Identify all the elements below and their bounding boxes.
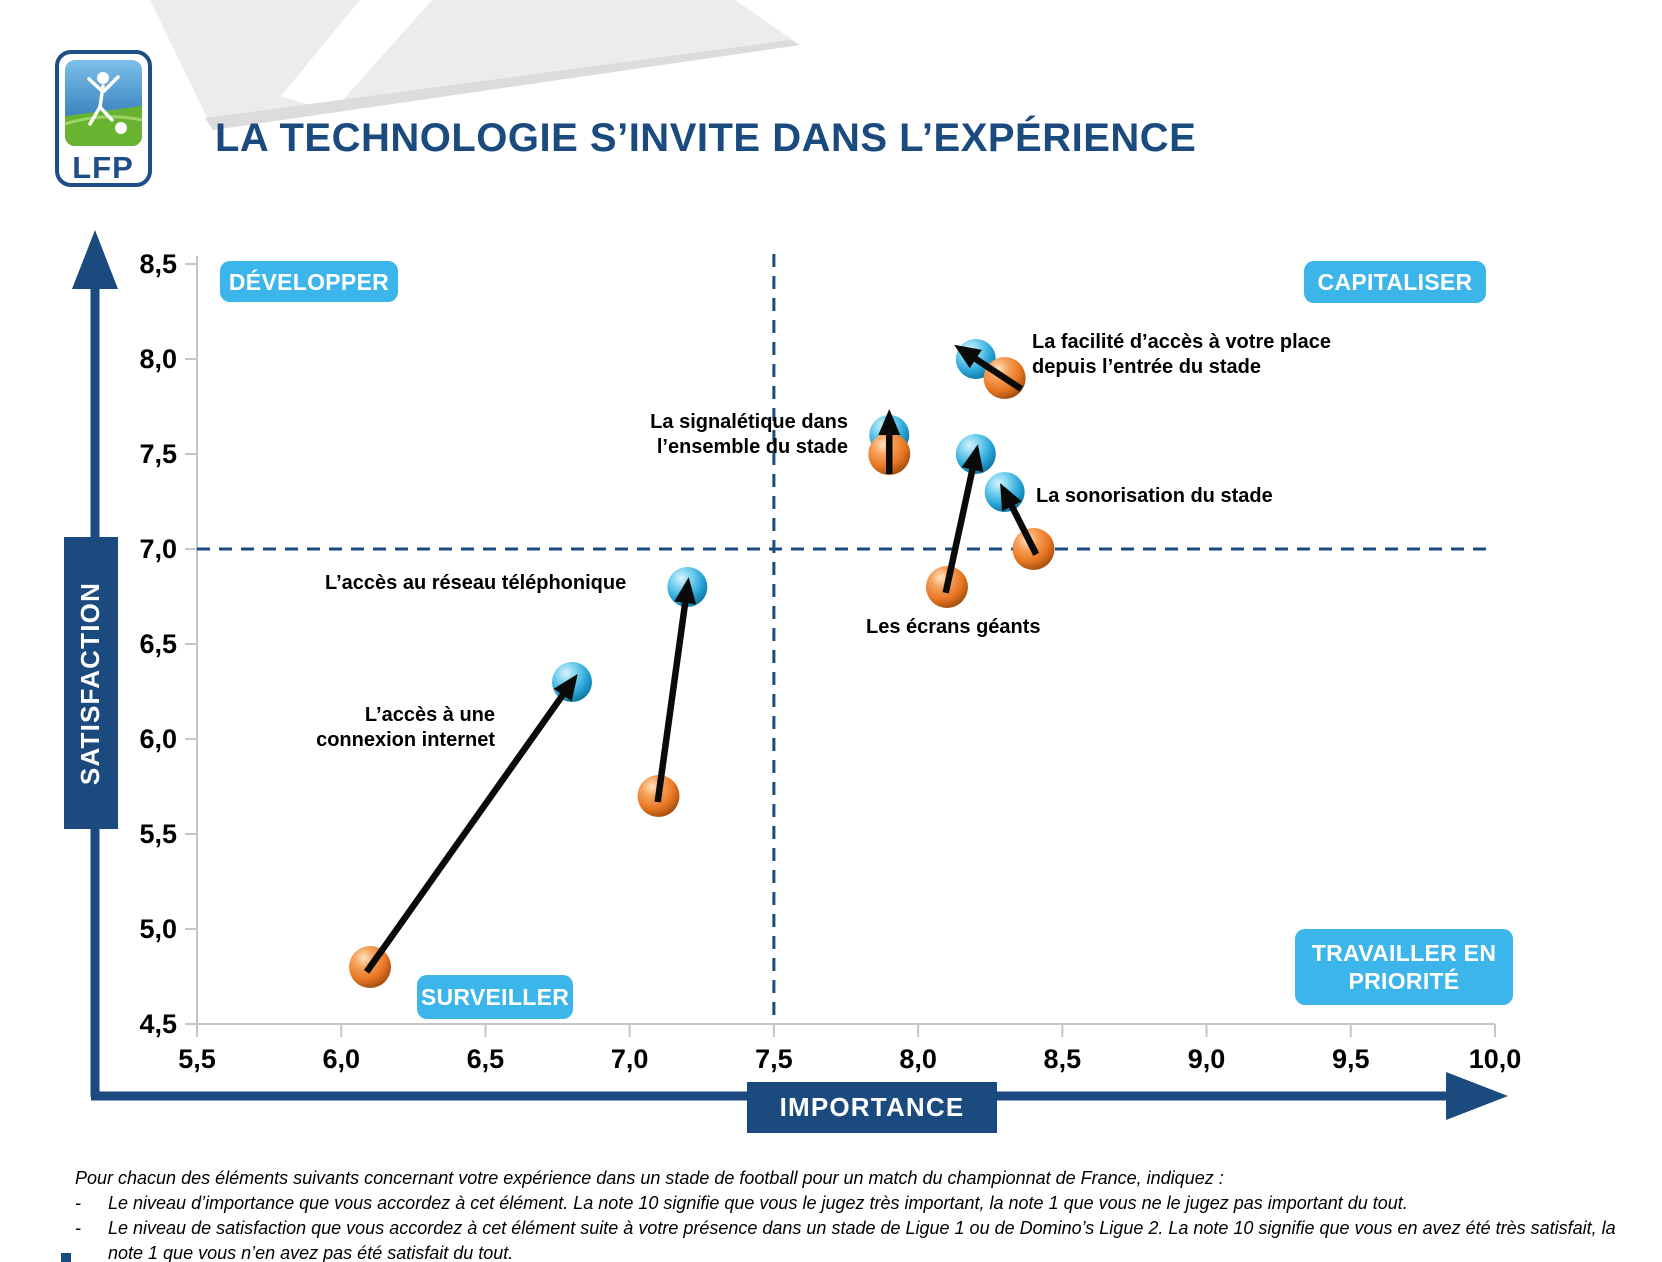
y-tick-label: 4,5 bbox=[139, 1009, 177, 1039]
bullet-text: Le niveau de satisfaction que vous accor… bbox=[108, 1218, 1616, 1262]
y-tick-label: 5,0 bbox=[139, 914, 177, 944]
y-axis-title: SATISFACTION bbox=[75, 581, 106, 785]
y-axis-title-box: SATISFACTION bbox=[64, 537, 118, 829]
bullet-dash: - bbox=[75, 1193, 81, 1213]
point-label-sonorisation: La sonorisation du stade bbox=[1036, 485, 1273, 507]
x-tick-label: 6,5 bbox=[467, 1044, 505, 1074]
bullet-text: Le niveau d’importance que vous accordez… bbox=[108, 1193, 1408, 1213]
x-tick-label: 9,5 bbox=[1332, 1044, 1370, 1074]
x-tick-label: 7,0 bbox=[611, 1044, 649, 1074]
y-tick-label: 5,5 bbox=[139, 819, 177, 849]
shift-arrowhead-facilite bbox=[954, 344, 982, 369]
logo-text: LFP bbox=[72, 150, 134, 185]
x-tick-label: 5,5 bbox=[178, 1044, 216, 1074]
footnote-bullet: - Le niveau de satisfaction que vous acc… bbox=[75, 1216, 1641, 1262]
shift-arrow-line-internet bbox=[363, 688, 569, 974]
x-tick-label: 6,0 bbox=[322, 1044, 360, 1074]
quadrant-badge-developper: DÉVELOPPER bbox=[220, 261, 398, 302]
point-label-signaletique: La signalétique dans l’ensemble du stade bbox=[650, 411, 848, 458]
shift-arrow-line-sonorisation bbox=[1006, 499, 1040, 556]
swoosh-edge bbox=[205, 40, 800, 130]
shift-arrow-line-facilite bbox=[969, 352, 1024, 392]
footnote: Pour chacun des éléments suivants concer… bbox=[75, 1166, 1641, 1262]
y-tick-label: 7,5 bbox=[139, 439, 177, 469]
x-tick-label: 9,0 bbox=[1188, 1044, 1226, 1074]
y-tick-label: 7,0 bbox=[139, 534, 177, 564]
y-tick-label: 8,5 bbox=[139, 249, 177, 279]
footnote-intro: Pour chacun des éléments suivants concer… bbox=[75, 1168, 1224, 1188]
x-axis-title-box: IMPORTANCE bbox=[747, 1082, 997, 1133]
point-label-telephone: L’accès au réseau téléphonique bbox=[325, 572, 627, 594]
y-tick-label: 8,0 bbox=[139, 344, 177, 374]
swoosh-gap bbox=[281, 0, 432, 112]
arrows-layer bbox=[363, 344, 1040, 974]
quadrant-badge-travailler: TRAVAILLER EN PRIORITÉ bbox=[1295, 929, 1513, 1005]
point-label-ecrans: Les écrans géants bbox=[866, 616, 1041, 638]
x-tick-label: 7,5 bbox=[755, 1044, 793, 1074]
logo-player-icon bbox=[87, 72, 120, 126]
shift-arrowhead-ecrans bbox=[961, 444, 984, 472]
x-axis-title: IMPORTANCE bbox=[779, 1092, 965, 1122]
shift-arrow-line-ecrans bbox=[942, 463, 977, 594]
y-axis-arrowhead bbox=[72, 230, 118, 289]
footnote-bullet: - Le niveau d’importance que vous accord… bbox=[75, 1191, 1641, 1216]
point-label-internet: L’accès à une connexion internet bbox=[316, 704, 495, 751]
x-axis-arrowhead bbox=[1446, 1072, 1508, 1120]
x-tick-label: 8,0 bbox=[899, 1044, 937, 1074]
y-tick-label: 6,5 bbox=[139, 629, 177, 659]
page-title: LA TECHNOLOGIE S’INVITE DANS L’EXPÉRIENC… bbox=[215, 116, 1197, 160]
shift-arrow-line-telephone bbox=[654, 596, 690, 803]
bullet-dash: - bbox=[75, 1218, 81, 1238]
shift-arrowhead-signaletique bbox=[878, 409, 901, 435]
y-tick-label: 6,0 bbox=[139, 724, 177, 754]
x-tick-label: 10,0 bbox=[1469, 1044, 1522, 1074]
quadrant-badge-surveiller: SURVEILLER bbox=[417, 975, 573, 1019]
point-label-facilite: La facilité d’accès à votre place depuis… bbox=[1032, 331, 1332, 378]
quadrant-badge-capitaliser: CAPITALISER bbox=[1304, 261, 1486, 303]
shift-arrowhead-internet bbox=[553, 673, 578, 702]
shift-arrowhead-sonorisation bbox=[1000, 483, 1022, 512]
lfp-logo: LFP bbox=[55, 50, 152, 187]
logo-badge bbox=[65, 60, 142, 146]
bottom-bar-fragment bbox=[61, 1253, 71, 1262]
shift-arrowhead-telephone bbox=[674, 577, 697, 605]
logo-ball-icon bbox=[115, 122, 127, 134]
x-tick-label: 8,5 bbox=[1044, 1044, 1082, 1074]
